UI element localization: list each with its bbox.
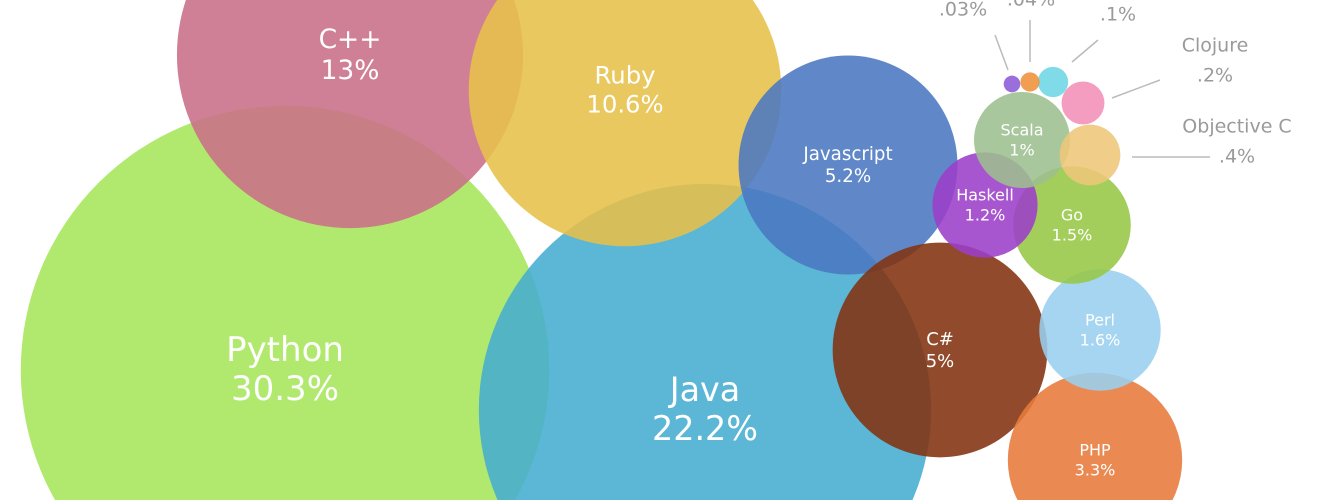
bubble-value-label: 30.3% (231, 369, 339, 409)
bubble-name: Ruby (595, 61, 656, 90)
bubble (1007, 372, 1183, 500)
bubble (1003, 75, 1021, 93)
bubble-name: C# (926, 329, 954, 350)
bubble-value-label: .03% (939, 0, 987, 21)
bubble (1037, 66, 1069, 98)
bubble-name: Haskell (956, 186, 1014, 205)
bubble-value-label: 1.5% (1052, 225, 1093, 244)
bubble-value-label: 1% (1009, 140, 1034, 159)
bubble-name: Objective C (1182, 116, 1291, 138)
bubble (1020, 72, 1040, 92)
bubble-name: Java (668, 370, 741, 409)
bubble-value-label: 3.3% (1075, 460, 1116, 479)
bubble-name: Python (226, 330, 344, 370)
bubble-value-label: .2% (1197, 65, 1233, 87)
bubble-value-label: 13% (321, 55, 380, 86)
bubble (832, 242, 1048, 458)
bubble (1039, 269, 1161, 391)
bubble (176, 0, 524, 229)
bubble-name: Javascript (802, 144, 892, 165)
bubble-name: C++ (319, 24, 382, 55)
bubble-value-label: 1.2% (965, 205, 1006, 224)
bubble (468, 0, 782, 247)
bubble (738, 55, 958, 275)
bubble-name: Perl (1085, 311, 1115, 330)
bubble-value-label: 10.6% (586, 89, 663, 118)
leader-line (1111, 79, 1161, 99)
bubble (1059, 124, 1121, 186)
bubble-value-label: .4% (1219, 146, 1255, 168)
leader-line (994, 34, 1009, 71)
bubble-name: PHP (1079, 441, 1111, 460)
bubble-name: Go (1061, 206, 1083, 225)
leader-line (1071, 39, 1099, 63)
bubble-name: Clojure (1182, 35, 1249, 57)
bubble-value-label: .04% (1007, 0, 1055, 11)
bubble-name: Scala (1000, 121, 1043, 140)
bubble (974, 92, 1070, 188)
bubble-value-label: 22.2% (652, 409, 758, 448)
bubble-value-label: 5% (926, 351, 954, 372)
bubble-value-label: 5.2% (825, 166, 871, 187)
bubble-value-label: 1.6% (1080, 330, 1121, 349)
bubble-value-label: .1% (1100, 4, 1136, 26)
bubble (1013, 166, 1131, 284)
bubble (1061, 81, 1105, 125)
